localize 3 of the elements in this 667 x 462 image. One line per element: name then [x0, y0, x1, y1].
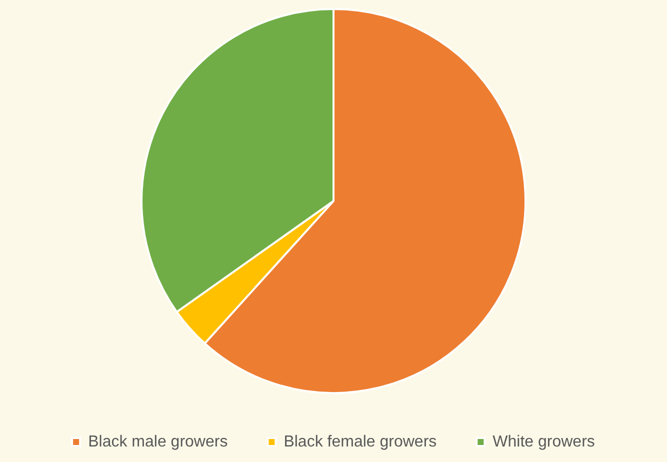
legend-label: White growers	[492, 433, 595, 450]
legend-label: Black male growers	[88, 433, 228, 450]
legend-label: Black female growers	[284, 433, 437, 450]
